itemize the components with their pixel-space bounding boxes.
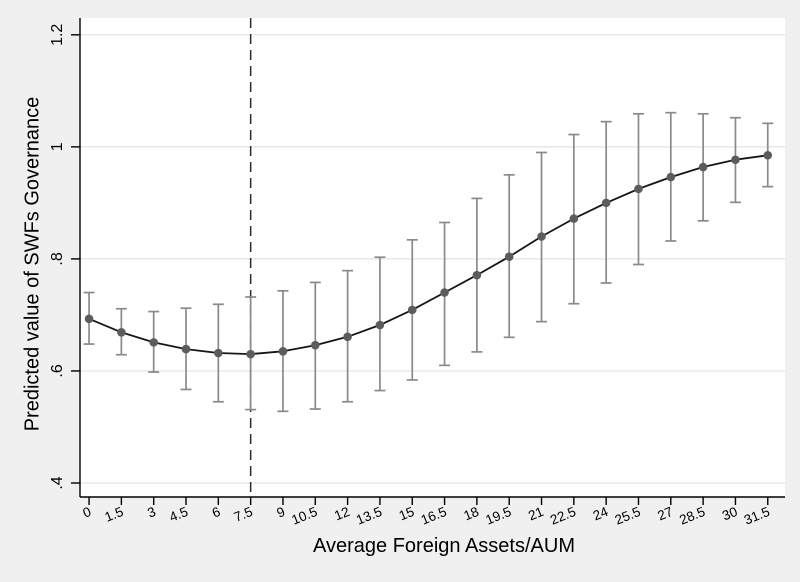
data-point bbox=[278, 347, 288, 356]
y-axis-title: Predicted value of SWFs Governance bbox=[21, 96, 44, 432]
data-point bbox=[601, 198, 611, 208]
data-point bbox=[537, 232, 546, 241]
x-tick-label: 25.5 bbox=[613, 504, 643, 528]
x-tick-label: 15 bbox=[397, 504, 417, 524]
data-point bbox=[214, 348, 223, 358]
x-tick-label: 1.5 bbox=[102, 504, 125, 525]
x-tick-label: 10.5 bbox=[289, 504, 319, 528]
data-point bbox=[149, 338, 158, 347]
x-tick-label: 0 bbox=[81, 504, 94, 521]
y-tick-label: .6 bbox=[49, 364, 66, 377]
y-tick-label: .8 bbox=[49, 252, 66, 265]
data-point bbox=[634, 184, 643, 194]
x-tick-label: 30 bbox=[720, 504, 740, 524]
data-point bbox=[440, 288, 449, 297]
data-point bbox=[117, 327, 126, 337]
data-point bbox=[504, 252, 514, 261]
data-point bbox=[698, 162, 708, 172]
data-point bbox=[375, 320, 385, 330]
x-tick-label: 7.5 bbox=[232, 504, 255, 525]
x-axis-title: Average Foreign Assets/AUM bbox=[313, 535, 575, 557]
data-point bbox=[84, 314, 94, 324]
data-point bbox=[310, 340, 320, 350]
data-point bbox=[666, 172, 676, 182]
x-tick-label: 22.5 bbox=[548, 504, 578, 528]
x-tick-label: 12 bbox=[332, 504, 352, 524]
y-tick-label: .4 bbox=[49, 476, 66, 489]
x-tick-label: 3 bbox=[145, 504, 158, 521]
data-point bbox=[181, 344, 191, 354]
plot-area bbox=[80, 18, 785, 497]
data-point bbox=[763, 150, 773, 160]
x-tick-label: 21 bbox=[526, 504, 546, 524]
data-point bbox=[472, 270, 482, 280]
x-tick-label: 16.5 bbox=[419, 504, 449, 528]
x-tick-label: 4.5 bbox=[167, 504, 190, 525]
x-tick-label: 9 bbox=[275, 504, 288, 521]
data-point bbox=[343, 332, 352, 342]
data-point bbox=[246, 349, 255, 359]
x-tick-label: 18 bbox=[461, 504, 481, 524]
fit-line bbox=[88, 154, 768, 355]
data-point bbox=[407, 305, 417, 315]
x-tick-label: 27 bbox=[655, 504, 675, 524]
x-tick-label: 19.5 bbox=[483, 504, 513, 528]
y-tick-label: 1.2 bbox=[49, 24, 66, 46]
x-tick-label: 28.5 bbox=[677, 504, 707, 528]
data-point bbox=[731, 155, 740, 165]
y-tick-label: 1 bbox=[49, 142, 66, 151]
x-tick-label: 24 bbox=[591, 504, 611, 524]
x-tick-label: 13.5 bbox=[354, 504, 384, 528]
data-point bbox=[569, 214, 579, 223]
x-tick-label: 6 bbox=[210, 504, 223, 521]
x-tick-label: 31.5 bbox=[742, 504, 772, 528]
